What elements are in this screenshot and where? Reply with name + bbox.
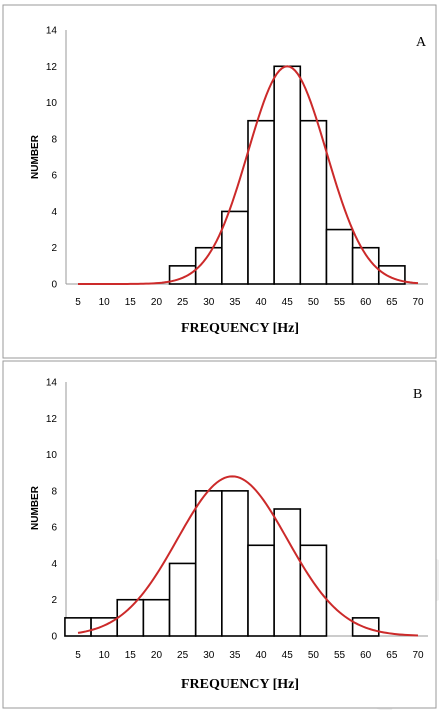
panel-b-x-tick-15: 15 (125, 650, 137, 661)
panel-a-x-tick-60: 60 (360, 297, 372, 308)
panel-a-bar-55 (325, 228, 354, 285)
panel-b-x-tick-40: 40 (256, 650, 268, 661)
panel-b-y-tick-8: 8 (51, 486, 57, 497)
panel-b-y-tick-6: 6 (51, 523, 57, 534)
panel-a-bar-50 (299, 119, 328, 285)
panel-a-bar-45 (273, 65, 302, 285)
panel-a-x-tick-10: 10 (99, 297, 111, 308)
panel-b-x-tick-45: 45 (282, 650, 294, 661)
panel-a-y-axis-title: NUMBER (30, 134, 41, 179)
panel-a-bar-40 (247, 119, 275, 285)
panel-a-fit-curve (78, 65, 419, 285)
panel-b-bar-45 (273, 508, 302, 637)
panel-b-bar-20 (142, 598, 171, 637)
panel-b-y-tick-0: 0 (51, 632, 57, 643)
panel-a-bars (168, 65, 406, 285)
panel-a-x-axis-title: FREQUENCY [Hz] (181, 321, 299, 336)
panel-a-y-tick-10: 10 (46, 98, 58, 109)
panel-a-x-tick-30: 30 (203, 297, 215, 308)
panel-a-x-tick-45: 45 (282, 297, 294, 308)
panel-b-bars (64, 490, 380, 637)
panel-a-x-tick-5: 5 (75, 297, 81, 308)
panel-b-x-axis-title: FREQUENCY [Hz] (181, 677, 299, 692)
panel-a-x-tick-55: 55 (334, 297, 346, 308)
panel-a-y-tick-0: 0 (51, 280, 57, 291)
panel-a-x-tick-65: 65 (386, 297, 398, 308)
panel-b-y-tick-4: 4 (51, 559, 57, 570)
panel-b-bar-25 (168, 562, 197, 637)
panel-b-x-tick-50: 50 (308, 650, 320, 661)
panel-b-x-tick-5: 5 (75, 650, 81, 661)
panel-a-x-tick-20: 20 (151, 297, 163, 308)
panel-a-y-tick-14: 14 (46, 26, 58, 37)
panel-b-x-tick-25: 25 (177, 650, 189, 661)
panel-b-x-tick-35: 35 (229, 650, 241, 661)
panel-b-x-tick-55: 55 (334, 650, 346, 661)
panel-b-label: B (413, 387, 422, 402)
panel-a-y-tick-4: 4 (51, 207, 57, 218)
panel-b-bar-35 (221, 490, 249, 637)
panel-b-x-tick-70: 70 (412, 650, 424, 661)
panel-b-bar-15 (116, 598, 145, 637)
panel-b-x-tick-labels: 5 10 15 20 25 30 35 40 45 50 55 60 65 70 (75, 650, 424, 661)
panel-a-y-tick-labels: 0 2 4 6 8 10 12 14 (46, 26, 58, 291)
panel-b-x-tick-65: 65 (386, 650, 398, 661)
panel-b-y-tick-14: 14 (46, 378, 58, 389)
panel-b-fit-curve (77, 475, 419, 637)
panel-b-bar-30 (194, 490, 223, 637)
panel-b-bar-5 (64, 617, 92, 637)
panel-a-x-tick-40: 40 (256, 297, 268, 308)
panel-a-x-tick-labels: 5 10 15 20 25 30 35 40 45 50 55 60 65 70 (75, 297, 424, 308)
panel-b-bar-50 (299, 544, 328, 637)
panel-b-x-tick-20: 20 (151, 650, 163, 661)
panel-b-y-tick-labels: 0 2 4 6 8 10 12 14 (46, 378, 58, 643)
panel-b-x-tick-10: 10 (99, 650, 111, 661)
panel-a-bar-35 (221, 210, 249, 285)
panel-b-bar-40 (247, 544, 275, 637)
panel-a-x-tick-50: 50 (308, 297, 320, 308)
panel-b-x-tick-30: 30 (203, 650, 215, 661)
panel-a-x-tick-25: 25 (177, 297, 189, 308)
panel-a-x-tick-15: 15 (125, 297, 137, 308)
panel-a-y-tick-2: 2 (51, 243, 57, 254)
panel-a-y-tick-12: 12 (46, 62, 58, 73)
panel-b-y-tick-12: 12 (46, 414, 58, 425)
panel-a-y-tick-6: 6 (51, 171, 57, 182)
panel-a-label: A (416, 35, 427, 50)
panel-a-x-tick-35: 35 (229, 297, 241, 308)
panel-a-bar-30 (194, 246, 223, 285)
panel-a-x-tick-70: 70 (412, 297, 424, 308)
panel-b-y-tick-2: 2 (51, 595, 57, 606)
panel-a-frame (2, 4, 437, 359)
panel-a-y-tick-8: 8 (51, 134, 57, 145)
panel-b-x-tick-60: 60 (360, 650, 372, 661)
panel-b-y-tick-10: 10 (46, 450, 58, 461)
panel-b-y-axis-title: NUMBER (30, 485, 41, 530)
